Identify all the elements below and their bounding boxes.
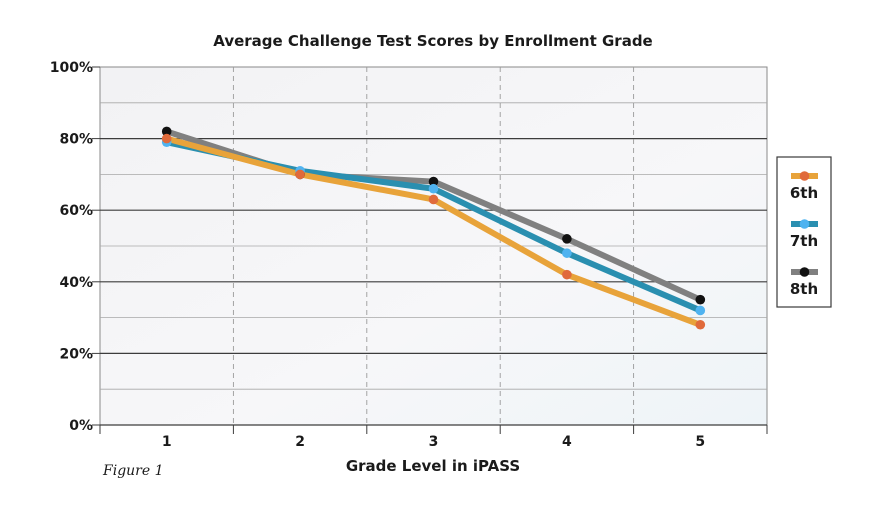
y-tick-label: 0%: [69, 418, 93, 434]
legend-label: 6th: [790, 184, 818, 202]
legend-swatch-marker: [799, 219, 810, 229]
y-tick-label: 40%: [59, 275, 93, 291]
x-tick-label: 4: [562, 434, 572, 450]
legend-label: 8th: [790, 280, 818, 298]
data-point-6th: [695, 319, 706, 330]
data-point-6th: [295, 169, 305, 180]
x-axis-label: Grade Level in iPASS: [346, 457, 520, 475]
grid: [100, 67, 767, 425]
data-point-7th: [562, 248, 572, 258]
figure-caption: Figure 1: [102, 463, 164, 479]
legend-box: [776, 156, 832, 308]
axes: [92, 66, 768, 434]
data-point-6th: [562, 269, 572, 280]
legend-swatch-marker: [799, 267, 810, 277]
data-point-8th: [161, 126, 172, 137]
data-point-6th: [428, 194, 439, 205]
y-tick-label: 100%: [50, 60, 93, 76]
data-point-7th: [428, 183, 439, 194]
data-point-6th: [161, 133, 172, 144]
y-tick-label: 80%: [59, 132, 93, 148]
x-axis-ticks: 1 2 3 4 5: [162, 434, 705, 450]
data-point-8th: [695, 294, 706, 305]
legend: 6th 7th 8th: [776, 156, 832, 308]
data-point-7th: [695, 305, 706, 316]
legend-swatch-marker: [799, 171, 810, 181]
x-tick-label: 2: [295, 434, 305, 450]
data-point-8th: [428, 176, 439, 187]
legend-label: 7th: [790, 232, 818, 250]
chart-title: Average Challenge Test Scores by Enrollm…: [213, 32, 652, 50]
x-tick-label: 5: [695, 434, 705, 450]
y-tick-label: 60%: [59, 203, 93, 219]
y-axis-ticks: 0% 20% 40% 60% 80% 100%: [50, 60, 93, 434]
y-tick-label: 20%: [59, 346, 93, 362]
x-tick-label: 1: [162, 434, 172, 450]
x-tick-label: 3: [429, 434, 439, 450]
data-point-8th: [562, 234, 572, 244]
series: [161, 126, 706, 330]
